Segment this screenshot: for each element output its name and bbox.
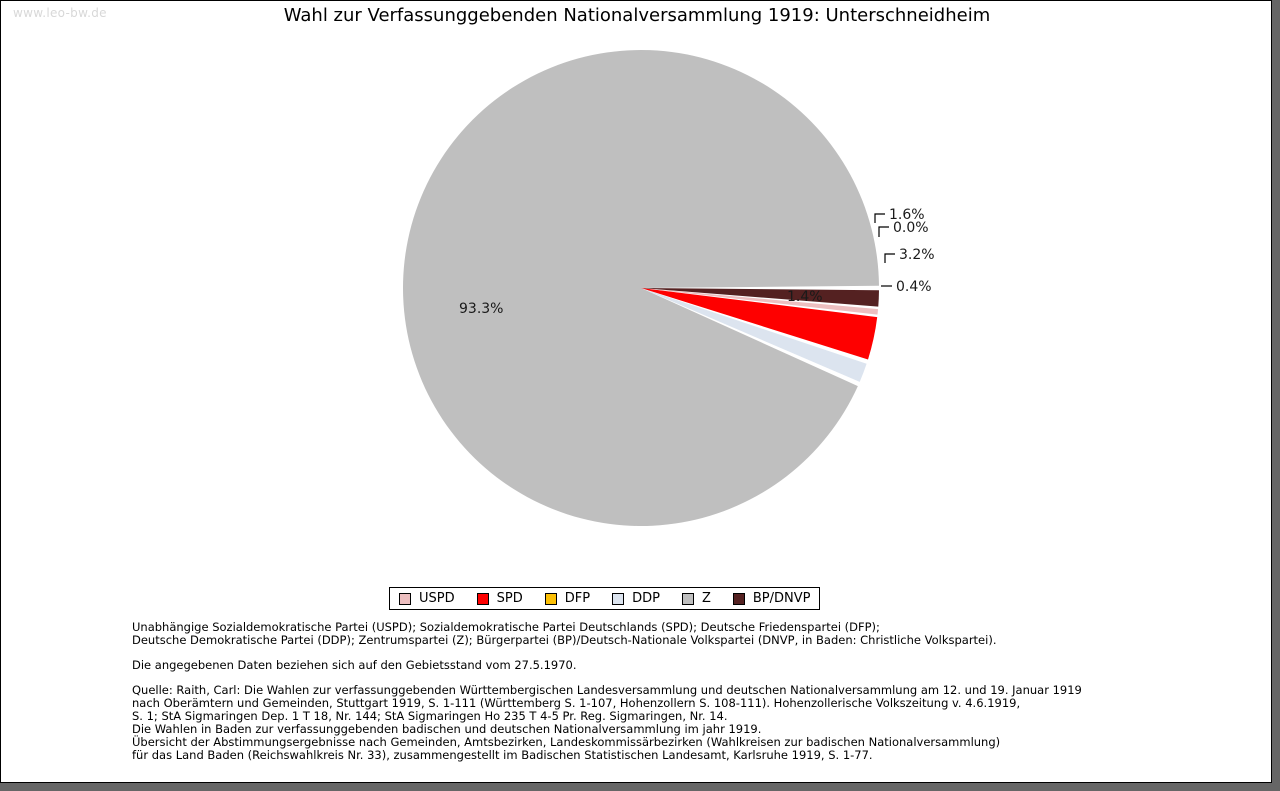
pie-slice-ddp[interactable] xyxy=(641,288,867,382)
footnote-parties-line: Unabhängige Sozialdemokratische Partei (… xyxy=(132,620,880,634)
legend-item-label: DFP xyxy=(564,591,591,606)
footnote-territory: Die angegebenen Daten beziehen sich auf … xyxy=(132,659,1232,672)
slice-label-uspd: 0.4% xyxy=(896,279,932,295)
page-title: Wahl zur Verfassunggebenden Nationalvers… xyxy=(283,5,991,26)
legend-item-uspd[interactable]: USPD xyxy=(399,591,455,606)
legend-swatch-icon xyxy=(476,592,489,605)
slice-label-ddp: 1.6% xyxy=(889,207,925,223)
pie-leader-lines xyxy=(874,213,895,287)
legend-item-z[interactable]: Z xyxy=(681,591,711,606)
legend-item-spd[interactable]: SPD xyxy=(476,591,523,606)
footnote-parties-line: Deutsche Demokratische Partei (DDP); Zen… xyxy=(132,633,997,647)
legend-item-ddp[interactable]: DDP xyxy=(612,591,660,606)
footnote-source-line: Die Wahlen in Baden zur verfassunggebend… xyxy=(132,722,762,736)
legend-item-label: BP/DNVP xyxy=(752,591,811,606)
legend-swatch-icon xyxy=(399,592,411,605)
pie-slice-bp-dnvp[interactable] xyxy=(641,288,879,307)
pie-slice-z[interactable] xyxy=(403,50,879,527)
slice-label-bpdnvp: 1.4% xyxy=(787,289,823,305)
pie-chart: 93.3% 1.4% 1.6% 0.0% 3.2% 0.4% xyxy=(403,50,935,527)
leader-line-ddp xyxy=(874,213,885,223)
pie-slice-group xyxy=(403,50,879,527)
legend-item-label: USPD xyxy=(419,591,455,606)
leader-line-spd xyxy=(884,253,895,263)
footnote-source: Quelle: Raith, Carl: Die Wahlen zur verf… xyxy=(132,684,1232,762)
legend-item-label: SPD xyxy=(496,591,523,606)
slice-label-spd: 3.2% xyxy=(899,247,935,263)
slice-label-z: 93.3% xyxy=(459,301,503,317)
footnote-source-line: nach Oberämtern und Gemeinden, Stuttgart… xyxy=(132,696,1021,710)
legend-swatch-icon xyxy=(544,592,557,605)
legend-swatch-icon xyxy=(612,592,625,605)
footnote-source-line: für das Land Baden (Reichswahlkreis Nr. … xyxy=(132,748,873,762)
pie-slice-uspd[interactable] xyxy=(641,288,879,315)
footnote-parties: Unabhängige Sozialdemokratische Partei (… xyxy=(132,621,1232,647)
footnote-source-line: S. 1; StA Sigmaringen Dep. 1 T 18, Nr. 1… xyxy=(132,709,728,723)
pie-slice-labels: 93.3% 1.4% 1.6% 0.0% 3.2% 0.4% xyxy=(459,207,935,317)
legend-item-label: Z xyxy=(701,591,711,606)
watermark: www.leo-bw.de xyxy=(13,6,107,20)
slice-label-dfp: 0.0% xyxy=(893,220,929,236)
footnote-territory-line: Die angegebenen Daten beziehen sich auf … xyxy=(132,658,577,672)
legend-item-label: DDP xyxy=(632,591,660,606)
leader-line-dfp xyxy=(878,226,889,237)
footnotes: Unabhängige Sozialdemokratische Partei (… xyxy=(132,621,1232,762)
chart-legend: USPD SPD DFP DDP Z BP/DNVP xyxy=(389,587,821,610)
footnote-source-line: Übersicht der Abstimmungsergebnisse nach… xyxy=(132,735,1001,749)
pie-slice-spd[interactable] xyxy=(641,288,878,360)
legend-swatch-icon xyxy=(732,592,745,605)
legend-item-dfp[interactable]: DFP xyxy=(544,591,591,606)
footnote-source-line: Quelle: Raith, Carl: Die Wahlen zur verf… xyxy=(132,683,1082,697)
legend-swatch-icon xyxy=(681,592,694,605)
legend-item-bp-dnvp[interactable]: BP/DNVP xyxy=(732,591,811,606)
